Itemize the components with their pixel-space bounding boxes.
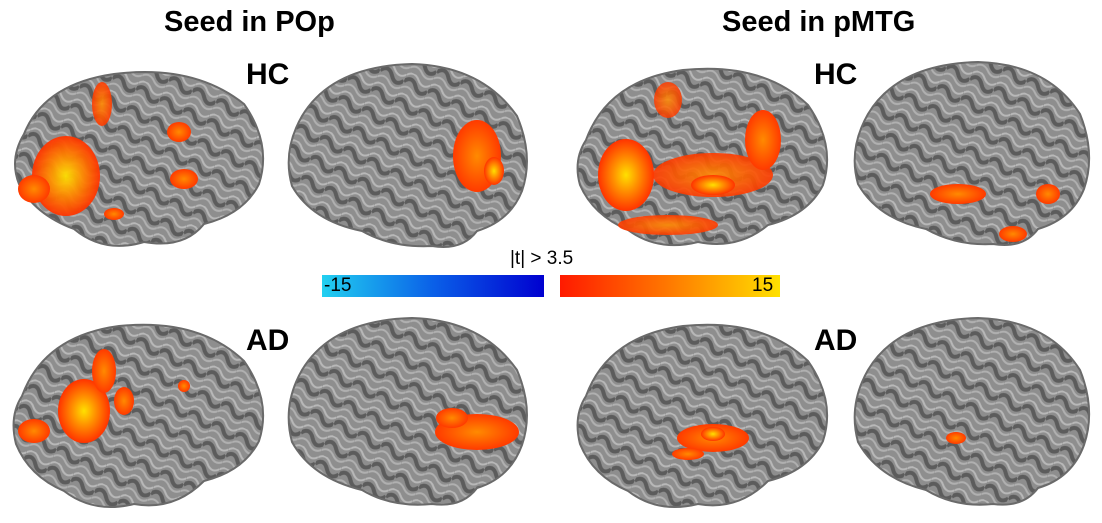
brain-pop-ad-left-hemisphere	[12, 323, 265, 508]
colorbar-negative	[322, 275, 544, 297]
label-ad-left: AD	[246, 324, 290, 357]
label-hc-right: HC	[814, 58, 858, 91]
colorbar-max-label: 15	[752, 275, 774, 296]
brain-pop-hc-left-hemisphere	[14, 71, 265, 247]
title-seed-pmtg: Seed in pMTG	[722, 6, 916, 38]
brain-pmtg-hc-right-hemisphere	[853, 60, 1091, 246]
brain-pmtg-ad-left-hemisphere	[576, 323, 829, 508]
colorbar-min-label: -15	[324, 275, 352, 296]
colorbar-positive	[560, 275, 780, 297]
brain-pmtg-hc-left-hemisphere	[576, 67, 829, 247]
brain-pop-hc-right-hemisphere	[287, 62, 528, 248]
brain-pop-ad-right-hemisphere	[287, 316, 528, 506]
colorbar-threshold-label: |t| > 3.5	[510, 248, 574, 269]
label-hc-left: HC	[246, 58, 290, 91]
title-seed-pop: Seed in POp	[164, 6, 335, 38]
brain-pmtg-ad-right-hemisphere	[853, 316, 1091, 506]
label-ad-right: AD	[814, 324, 858, 357]
